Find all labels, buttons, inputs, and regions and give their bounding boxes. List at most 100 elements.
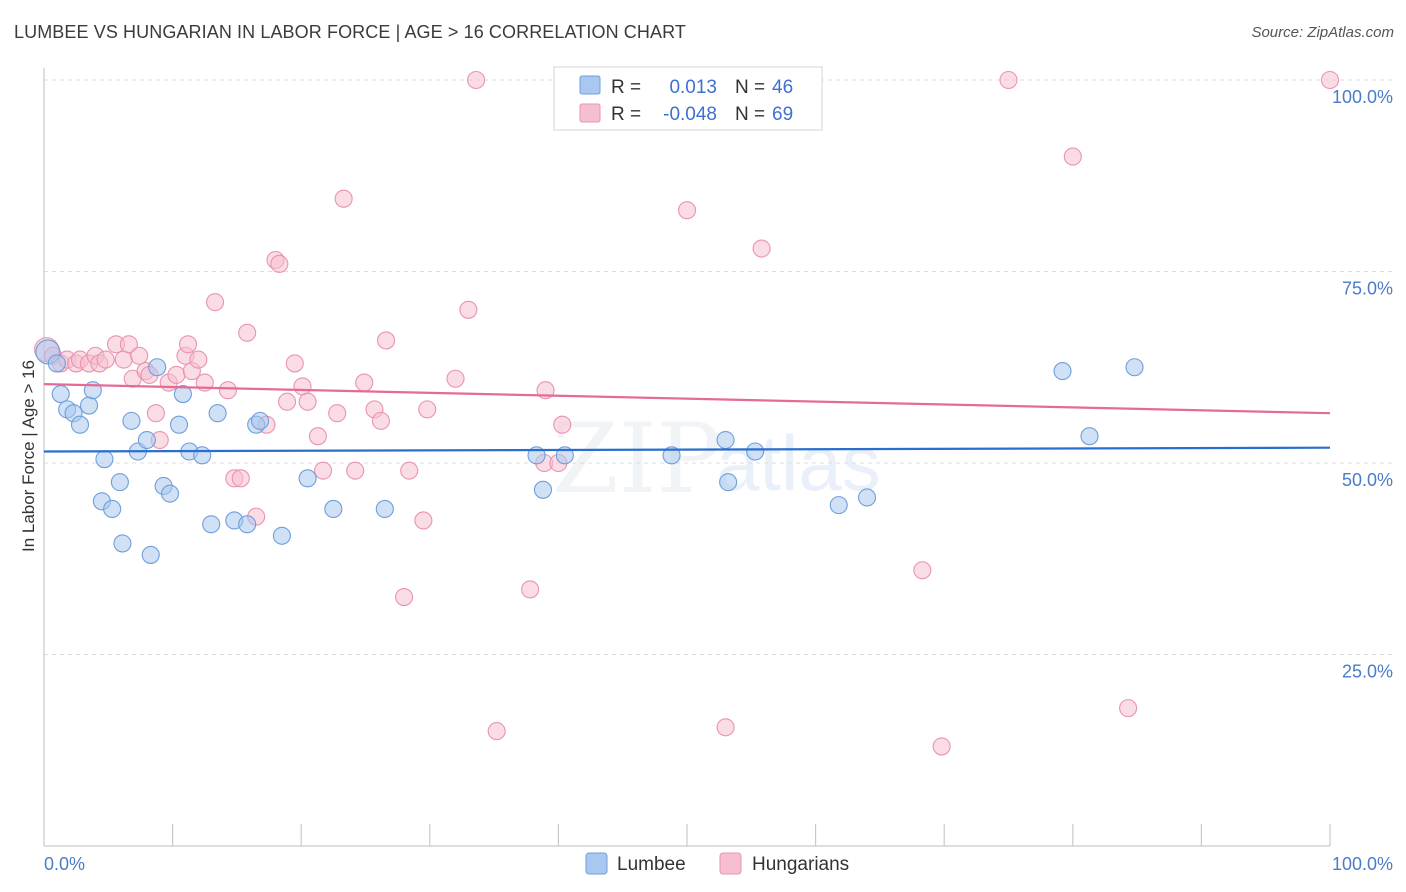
hungarians-point-41 bbox=[328, 404, 347, 423]
x-axis-ticks bbox=[172, 824, 1331, 846]
hungarians-point-29 bbox=[231, 469, 250, 488]
y-tick-label-75: 75.0% bbox=[1342, 279, 1393, 299]
hungarians-point-48 bbox=[395, 587, 414, 607]
chart-source: Source: ZipAtlas.com bbox=[1251, 24, 1394, 41]
hungarians-point-38 bbox=[298, 392, 317, 411]
hungarians-point-26 bbox=[205, 293, 225, 312]
lumbee-point-24 bbox=[202, 515, 221, 534]
series-legend-swatch-hungarians bbox=[719, 852, 742, 875]
lumbee-point-32 bbox=[324, 499, 343, 519]
hungarians-point-56 bbox=[521, 580, 540, 599]
lumbee-point-19 bbox=[160, 484, 180, 503]
hungarians-point-39 bbox=[308, 427, 327, 446]
hungarians-point-47 bbox=[377, 331, 396, 350]
y-tick-labels: 25.0% 50.0% 75.0% 100.0% bbox=[1332, 87, 1393, 682]
lumbee-point-40 bbox=[746, 442, 765, 461]
hungarians-point-51 bbox=[418, 400, 437, 419]
lumbee-point-42 bbox=[857, 488, 877, 507]
hungarians-point-20 bbox=[167, 365, 186, 384]
lumbee-points bbox=[35, 339, 1144, 564]
series-legend: Lumbee Hungarians bbox=[585, 852, 849, 875]
lumbee-point-21 bbox=[173, 385, 192, 404]
y-axis-label: In Labor Force | Age > 16 bbox=[19, 360, 38, 552]
hungarians-point-9 bbox=[96, 350, 115, 369]
legend-r-value-lumbee: 0.013 bbox=[669, 77, 717, 98]
lumbee-point-2 bbox=[51, 385, 70, 404]
hungarians-point-22 bbox=[178, 335, 198, 354]
hungarians-point-30 bbox=[238, 323, 257, 342]
hungarians-point-37 bbox=[293, 377, 312, 396]
hungarians-point-46 bbox=[371, 411, 390, 430]
lumbee-point-31 bbox=[298, 469, 317, 488]
legend-swatch-hungarians bbox=[579, 103, 601, 123]
hungarians-point-24 bbox=[189, 350, 208, 369]
legend-swatch-lumbee bbox=[579, 75, 601, 95]
hungarians-point-50 bbox=[414, 511, 433, 530]
lumbee-point-33 bbox=[375, 499, 394, 519]
lumbee-point-5 bbox=[70, 415, 90, 434]
hungarians-point-49 bbox=[400, 461, 419, 480]
lumbee-point-38 bbox=[716, 430, 735, 450]
x-tick-label-100: 100.0% bbox=[1332, 854, 1393, 874]
lumbee-point-35 bbox=[533, 480, 553, 499]
legend-n-value-hungarians: 69 bbox=[772, 104, 793, 125]
lumbee-point-25 bbox=[208, 404, 227, 423]
legend-r-label-hungarians: R = bbox=[611, 104, 641, 125]
hungarians-point-43 bbox=[346, 461, 365, 480]
lumbee-point-6 bbox=[79, 396, 99, 415]
hungarians-points bbox=[34, 70, 1340, 756]
hungarians-point-12 bbox=[119, 335, 138, 354]
series-legend-label-lumbee: Lumbee bbox=[617, 854, 686, 875]
hungarians-point-36 bbox=[285, 354, 304, 373]
hungarians-point-42 bbox=[334, 189, 353, 208]
legend-n-label-lumbee: N = bbox=[735, 77, 765, 98]
hungarians-point-52 bbox=[446, 369, 465, 388]
hungarians-point-44 bbox=[355, 373, 374, 392]
lumbee-point-13 bbox=[122, 411, 141, 430]
hungarians-trend-line bbox=[43, 383, 1331, 415]
lumbee-point-30 bbox=[272, 526, 291, 545]
x-tick-label-0: 0.0% bbox=[44, 854, 85, 874]
legend-r-label-lumbee: R = bbox=[611, 77, 641, 98]
lumbee-point-44 bbox=[1080, 427, 1099, 446]
hungarians-point-14 bbox=[130, 346, 149, 365]
hungarians-point-64 bbox=[913, 561, 932, 580]
chart-title: LUMBEE VS HUNGARIAN IN LABOR FORCE | AGE… bbox=[14, 22, 686, 42]
hungarians-point-40 bbox=[314, 461, 333, 480]
lumbee-point-1 bbox=[47, 354, 66, 373]
hungarians-point-69 bbox=[1320, 70, 1340, 90]
hungarians-point-53 bbox=[459, 300, 478, 319]
lumbee-point-27 bbox=[238, 515, 257, 534]
lumbee-trend-line bbox=[43, 446, 1331, 453]
hungarians-point-62 bbox=[716, 718, 735, 737]
lumbee-point-23 bbox=[193, 446, 212, 465]
hungarians-point-34 bbox=[270, 254, 289, 273]
hungarians-point-17 bbox=[146, 404, 165, 423]
lumbee-point-37 bbox=[662, 446, 681, 465]
lumbee-point-43 bbox=[1053, 362, 1072, 381]
hungarians-point-11 bbox=[114, 350, 133, 369]
gridlines bbox=[44, 79, 1393, 655]
lumbee-point-15 bbox=[137, 430, 156, 450]
hungarians-point-35 bbox=[278, 392, 297, 411]
y-tick-label-50: 50.0% bbox=[1342, 470, 1393, 490]
lumbee-point-12 bbox=[113, 534, 132, 553]
lumbee-point-10 bbox=[103, 499, 122, 519]
hungarians-point-61 bbox=[677, 201, 697, 220]
hungarians-point-59 bbox=[553, 415, 572, 434]
lumbee-point-39 bbox=[719, 473, 738, 492]
watermark: ZIP atlas bbox=[552, 403, 881, 515]
legend-n-value-lumbee: 46 bbox=[772, 77, 793, 98]
hungarians-point-63 bbox=[752, 239, 771, 258]
legend-n-label-hungarians: N = bbox=[735, 104, 765, 125]
lumbee-point-9 bbox=[95, 450, 114, 469]
lumbee-point-36 bbox=[555, 446, 574, 465]
lumbee-point-17 bbox=[148, 358, 167, 377]
lumbee-point-41 bbox=[829, 496, 848, 515]
y-tick-label-25: 25.0% bbox=[1342, 662, 1393, 682]
y-tick-label-100: 100.0% bbox=[1332, 87, 1393, 107]
legend-r-value-hungarians: -0.048 bbox=[663, 104, 717, 125]
lumbee-point-11 bbox=[110, 473, 129, 492]
hungarians-point-67 bbox=[1063, 147, 1082, 166]
